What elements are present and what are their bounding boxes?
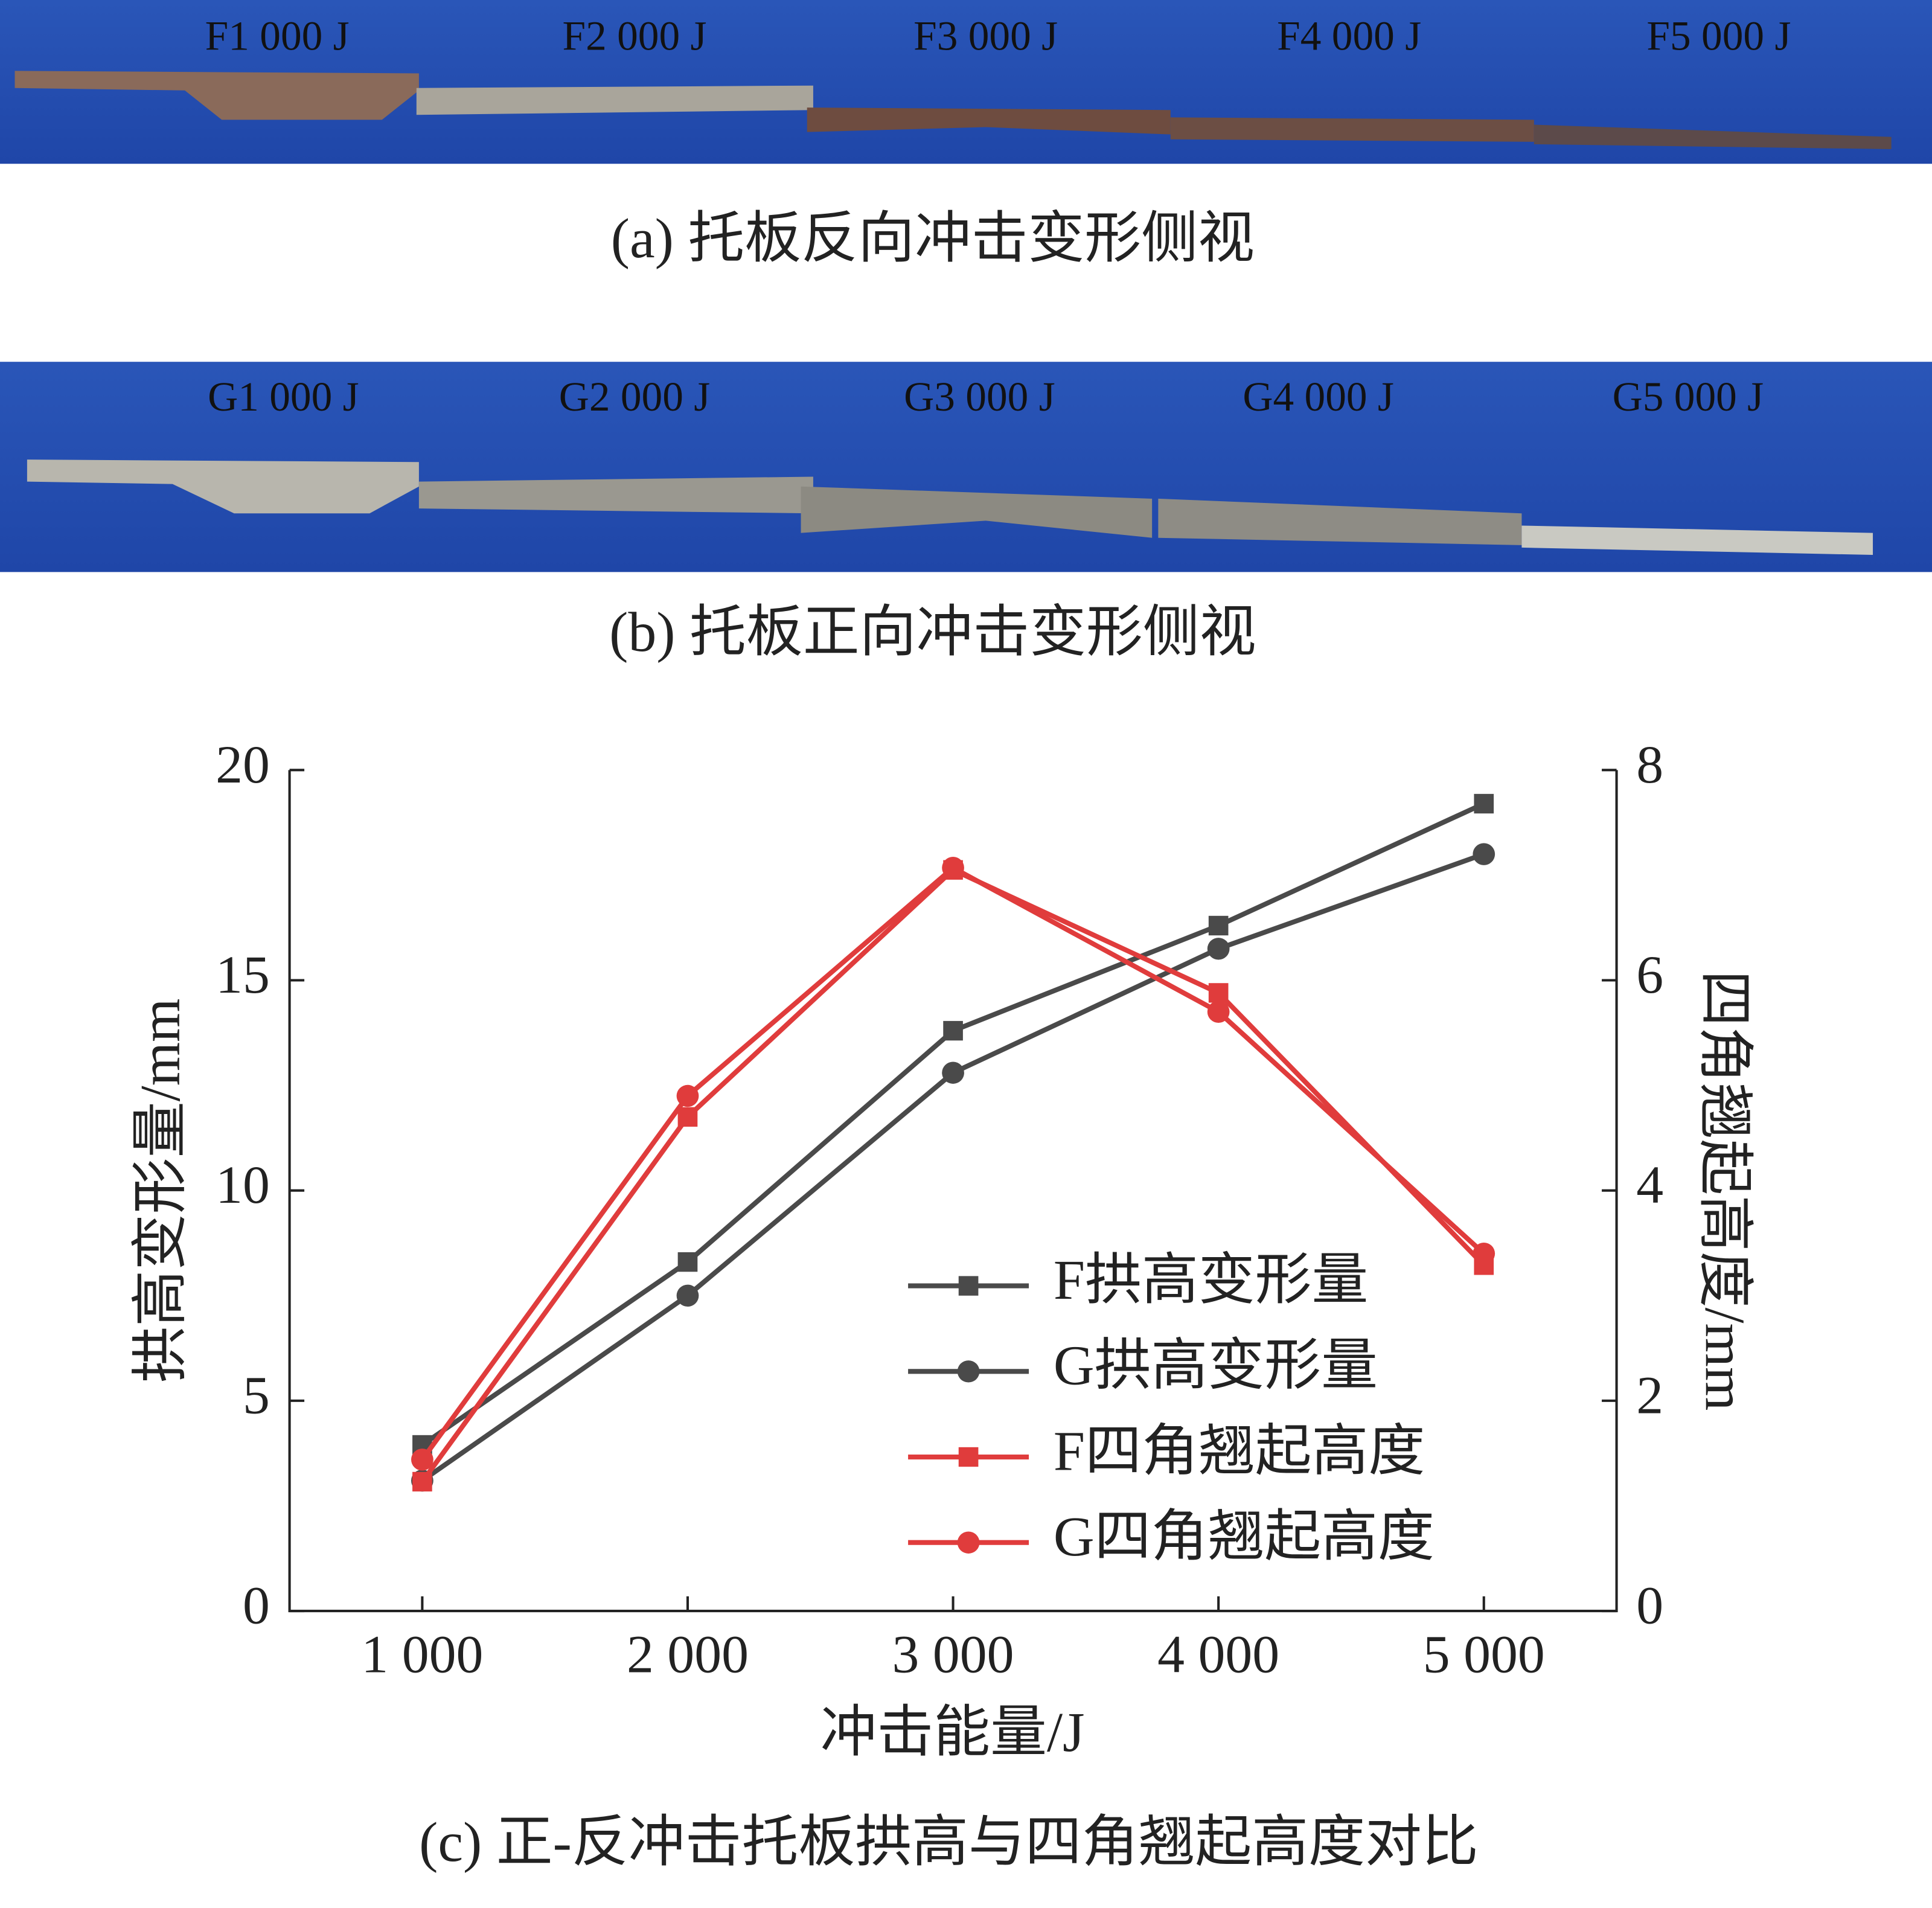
point (677, 1107, 698, 1127)
x-tick-label: 3 000 (892, 1625, 1014, 1685)
x-tick-label: 2 000 (627, 1625, 749, 1685)
y-tick-label: 10 (216, 1155, 270, 1215)
plates-b (27, 459, 1873, 555)
photo-label: F4 000 J (1277, 13, 1421, 59)
point (1207, 1000, 1230, 1023)
photo-label: G2 000 J (559, 373, 711, 420)
caption: (c) 正-反冲击托板拱高与四角翘起高度对比 (419, 1812, 1479, 1874)
photo-label: G1 000 J (208, 373, 359, 420)
point (1473, 843, 1495, 865)
x-tick-label: 1 000 (361, 1625, 483, 1685)
point (1474, 793, 1494, 814)
y-tick-label: 20 (216, 735, 270, 795)
x-tick-label: 4 000 (1157, 1625, 1279, 1685)
legend-marker (957, 1531, 980, 1554)
point (943, 1020, 963, 1041)
y-tick-label: 5 (243, 1366, 270, 1426)
y-tick-label: 0 (243, 1576, 270, 1636)
point (1208, 983, 1229, 1003)
legend-marker (958, 1276, 979, 1296)
photo-label: F3 000 J (913, 13, 1058, 59)
point (412, 1471, 432, 1492)
y2-tick-label: 0 (1636, 1576, 1663, 1636)
point (1208, 915, 1229, 936)
legend-label: G四角翘起高度 (1054, 1506, 1435, 1568)
x-tick-label: 5 000 (1423, 1625, 1545, 1685)
photo-label: F1 000 J (205, 13, 350, 59)
point (411, 1449, 433, 1471)
point (942, 1061, 964, 1084)
y2-tick-label: 2 (1636, 1366, 1663, 1426)
y-tick-label: 15 (216, 945, 270, 1005)
legend-label: G拱高变形量 (1054, 1335, 1378, 1397)
x-axis-label: 冲击能量/J (820, 1702, 1085, 1764)
photo-label: G5 000 J (1613, 373, 1764, 420)
plates-a (14, 71, 1892, 149)
point (676, 1284, 699, 1307)
caption: (b) 托板正向冲击变形侧视 (609, 601, 1256, 664)
point (1207, 938, 1230, 960)
legend-marker (958, 1447, 979, 1467)
y2-tick-label: 8 (1636, 735, 1663, 795)
legend-marker (957, 1360, 980, 1383)
point (677, 1252, 698, 1272)
point (1473, 1242, 1495, 1265)
photo-label: G3 000 J (904, 373, 1055, 420)
legend-label: F拱高变形量 (1054, 1249, 1369, 1311)
photo-label: G4 000 J (1243, 373, 1394, 420)
photo-label: F5 000 J (1646, 13, 1791, 59)
y2-axis-label: 四角翘起高度/mm (1693, 970, 1755, 1410)
point (942, 857, 964, 879)
caption: (a) 托板反向冲击变形侧视 (611, 208, 1255, 271)
y2-tick-label: 4 (1636, 1155, 1663, 1215)
point (676, 1084, 699, 1107)
legend-label: F四角翘起高度 (1054, 1421, 1425, 1483)
y2-tick-label: 6 (1636, 945, 1663, 1005)
photo-label: F2 000 J (563, 13, 707, 59)
y-axis-label: 拱高变形量/mm (130, 999, 192, 1383)
